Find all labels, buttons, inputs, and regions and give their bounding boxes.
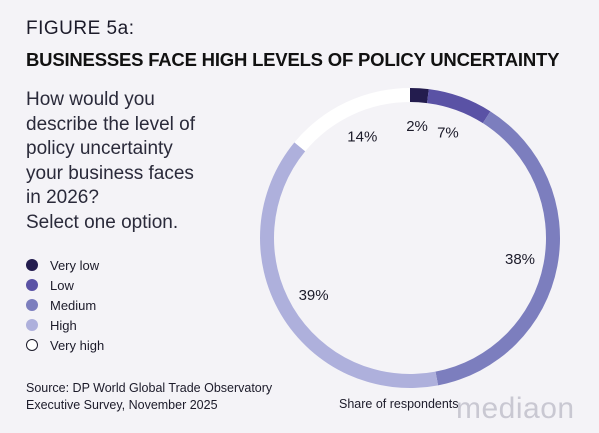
donut-slice-medium [435,111,561,386]
chart-legend: Very low Low Medium High Very high [26,255,104,355]
legend-item-low: Low [26,275,104,295]
legend-swatch [26,299,38,311]
figure-title: BUSINESSES FACE HIGH LEVELS OF POLICY UN… [26,49,560,70]
legend-swatch [26,279,38,291]
figure-label: FIGURE 5a: [26,18,135,39]
legend-item-medium: Medium [26,295,104,315]
donut-slice-high [259,142,439,389]
legend-swatch [26,339,38,351]
legend-swatch [26,259,38,271]
slice-label-very-high: 14% [347,129,377,146]
legend-label: Medium [50,297,97,313]
share-of-respondents-label: Share of respondents [339,397,459,411]
legend-item-very-low: Very low [26,255,104,275]
brand-watermark: mediaon [456,392,575,425]
legend-label: Very high [50,337,105,353]
legend-swatch [26,319,38,331]
donut-slice-very-high [294,88,410,152]
legend-label: High [50,317,77,333]
slice-label-low: 7% [437,125,459,142]
legend-item-very-high: Very high [26,335,104,355]
source-note: Source: DP World Global Trade Observator… [26,381,273,412]
donut-slice-very-low [410,88,429,104]
slice-label-very-low: 2% [406,118,428,135]
slice-label-high: 39% [299,287,329,304]
legend-item-high: High [26,315,104,335]
legend-label: Very low [50,257,100,273]
legend-label: Low [50,277,74,293]
donut-slice-low [427,89,491,124]
survey-question: How would you describe the level of poli… [26,89,195,233]
slice-label-medium: 38% [505,251,535,268]
